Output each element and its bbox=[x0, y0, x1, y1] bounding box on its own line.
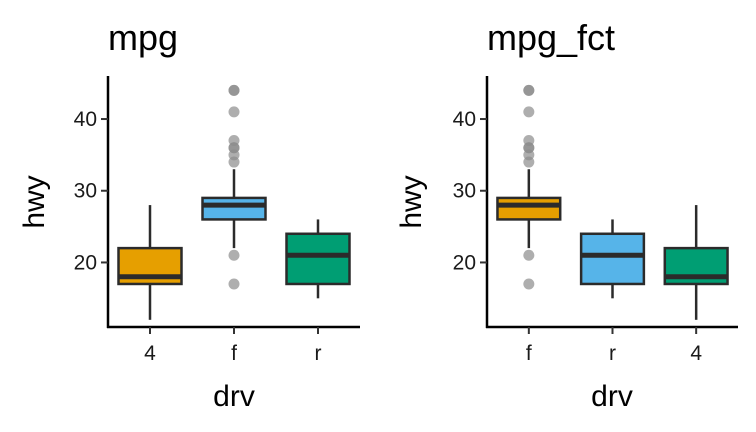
box-r bbox=[579, 232, 646, 286]
y-tick-label: 20 bbox=[453, 251, 476, 274]
outlier-point bbox=[523, 249, 535, 261]
panel-title: mpg bbox=[108, 17, 178, 58]
y-tick-label: 30 bbox=[74, 180, 97, 203]
y-tick-label: 30 bbox=[453, 180, 476, 203]
y-axis-title: hwy bbox=[395, 175, 428, 228]
outlier-point bbox=[228, 249, 240, 261]
box-f bbox=[496, 196, 562, 221]
x-tick-label: 4 bbox=[144, 342, 156, 365]
outlier-point bbox=[523, 106, 535, 118]
outlier-point bbox=[228, 278, 240, 290]
outlier-point bbox=[523, 84, 535, 96]
x-tick-label: 4 bbox=[690, 342, 702, 365]
x-tick-label: r bbox=[609, 342, 616, 365]
x-tick-label: r bbox=[315, 342, 322, 365]
box-f bbox=[201, 196, 267, 221]
outlier-point bbox=[228, 135, 240, 147]
x-axis-title: drv bbox=[591, 380, 633, 413]
outlier-point bbox=[523, 278, 535, 290]
panel-mpg: mpg hwy drv 20 30 40 4 f r bbox=[18, 17, 360, 413]
x-tick-label: f bbox=[526, 342, 532, 365]
y-axis-title: hwy bbox=[18, 175, 51, 228]
outlier-point bbox=[523, 135, 535, 147]
y-tick-label: 20 bbox=[74, 251, 97, 274]
plot-area: 20 30 40 f r 4 bbox=[453, 76, 738, 365]
panel-mpg-fct: mpg_fct hwy drv 20 30 40 f r 4 bbox=[395, 17, 738, 413]
panel-title: mpg_fct bbox=[487, 17, 615, 58]
outlier-point bbox=[228, 106, 240, 118]
outlier-point bbox=[228, 84, 240, 96]
y-tick-label: 40 bbox=[74, 108, 97, 131]
box-r bbox=[285, 232, 351, 286]
x-axis-title: drv bbox=[213, 380, 255, 413]
x-tick-label: f bbox=[231, 342, 237, 365]
y-tick-label: 40 bbox=[453, 108, 476, 131]
plot-area: 20 30 40 4 f r bbox=[74, 76, 360, 365]
